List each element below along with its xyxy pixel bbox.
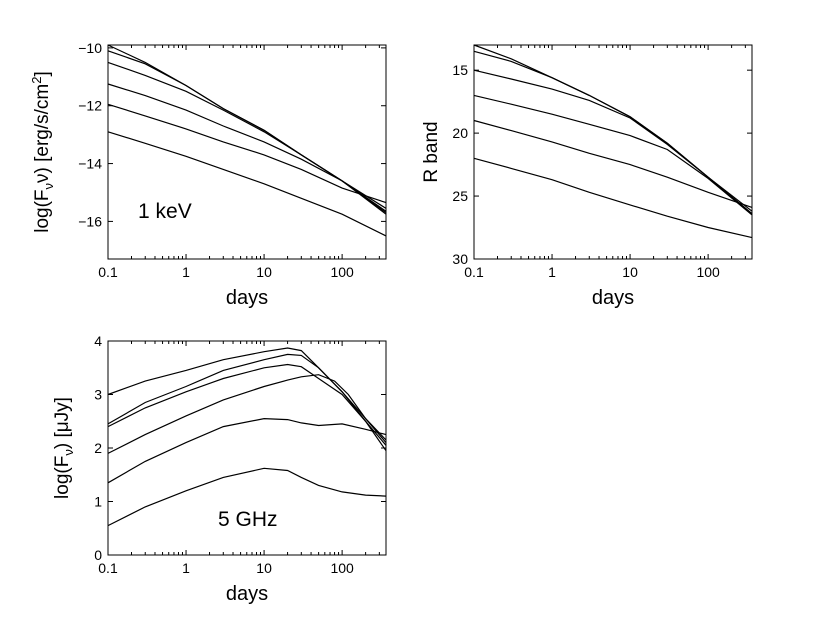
series-line-curve-5 [107,417,387,484]
panel-annotation: 1 keV [138,200,192,223]
x-axis-label: days [592,287,634,309]
series-line-curve-5 [107,103,387,204]
axis-ticks: 0.1 1 10 100 −10 −12 −14 −16 [78,40,386,280]
y-axis-label: R band [421,121,442,182]
y-tick-label: −14 [78,156,102,172]
series-line-curve-1 [473,44,753,215]
series-line-curve-4 [107,83,387,209]
axis-ticks: 0.1 1 10 100 15 20 25 30 [452,45,752,280]
axis-ticks: 0.1 1 10 100 0 1 2 3 4 [94,333,386,576]
y-tick-label: 20 [452,125,468,141]
x-tick-label: 0.1 [98,560,118,576]
series-group [107,44,387,237]
series-group [107,347,387,527]
series-line-curve-5 [473,119,753,208]
panel-annotation: 5 GHz [218,508,278,531]
y-tick-label: 30 [452,251,468,267]
panel-radio: 0.1 1 10 100 0 1 2 3 4 days log(Fν) [μJy] 5 GHz [52,333,387,605]
x-tick-label: 1 [182,264,190,280]
series-line-curve-4 [473,94,753,216]
x-tick-label: 0.1 [464,264,484,280]
y-tick-label: −12 [78,98,102,114]
series-line-curve-6 [107,131,387,237]
y-axis-label: log(Fν) [μJy] [52,397,76,499]
y-tick-label: 25 [452,188,468,204]
series-line-curve-3 [473,69,753,212]
x-tick-label: 100 [330,264,354,280]
series-line-curve-2 [107,50,387,212]
x-tick-label: 0.1 [98,264,118,280]
series-group [473,44,753,239]
panel-optical: 0.1 1 10 100 15 20 25 30 days R band [421,44,753,309]
x-tick-label: 10 [256,560,272,576]
y-tick-label: 3 [94,387,102,403]
series-line-curve-2 [473,50,753,215]
x-axis-label: days [226,287,268,309]
y-axis-label: log(Fνν) [erg/s/cm2] [29,71,56,233]
plot-frame [473,44,753,260]
x-tick-label: 10 [256,264,272,280]
x-axis-label: days [226,583,268,605]
y-tick-label: 0 [94,547,102,563]
y-tick-label: 15 [452,62,468,78]
panel-xray: 0.1 1 10 100 −10 −12 −14 −16 days log(Fνν) [erg… [29,40,387,309]
x-tick-label: 100 [696,264,720,280]
y-tick-label: −10 [78,40,102,56]
y-tick-label: −16 [78,213,102,229]
x-tick-label: 10 [622,264,638,280]
series-line-curve-1 [107,44,387,214]
series-line-curve-6 [473,157,753,239]
y-tick-label: 2 [94,440,102,456]
series-line-curve-3 [107,61,387,215]
x-tick-label: 1 [548,264,556,280]
series-line-curve-4 [107,374,387,454]
x-tick-label: 1 [182,560,190,576]
series-line-curve-3 [107,363,387,452]
series-line-curve-2 [107,353,387,443]
x-tick-label: 100 [330,560,354,576]
series-line-curve-6 [107,467,387,527]
y-tick-label: 1 [94,494,102,510]
y-tick-label: 4 [94,333,102,349]
